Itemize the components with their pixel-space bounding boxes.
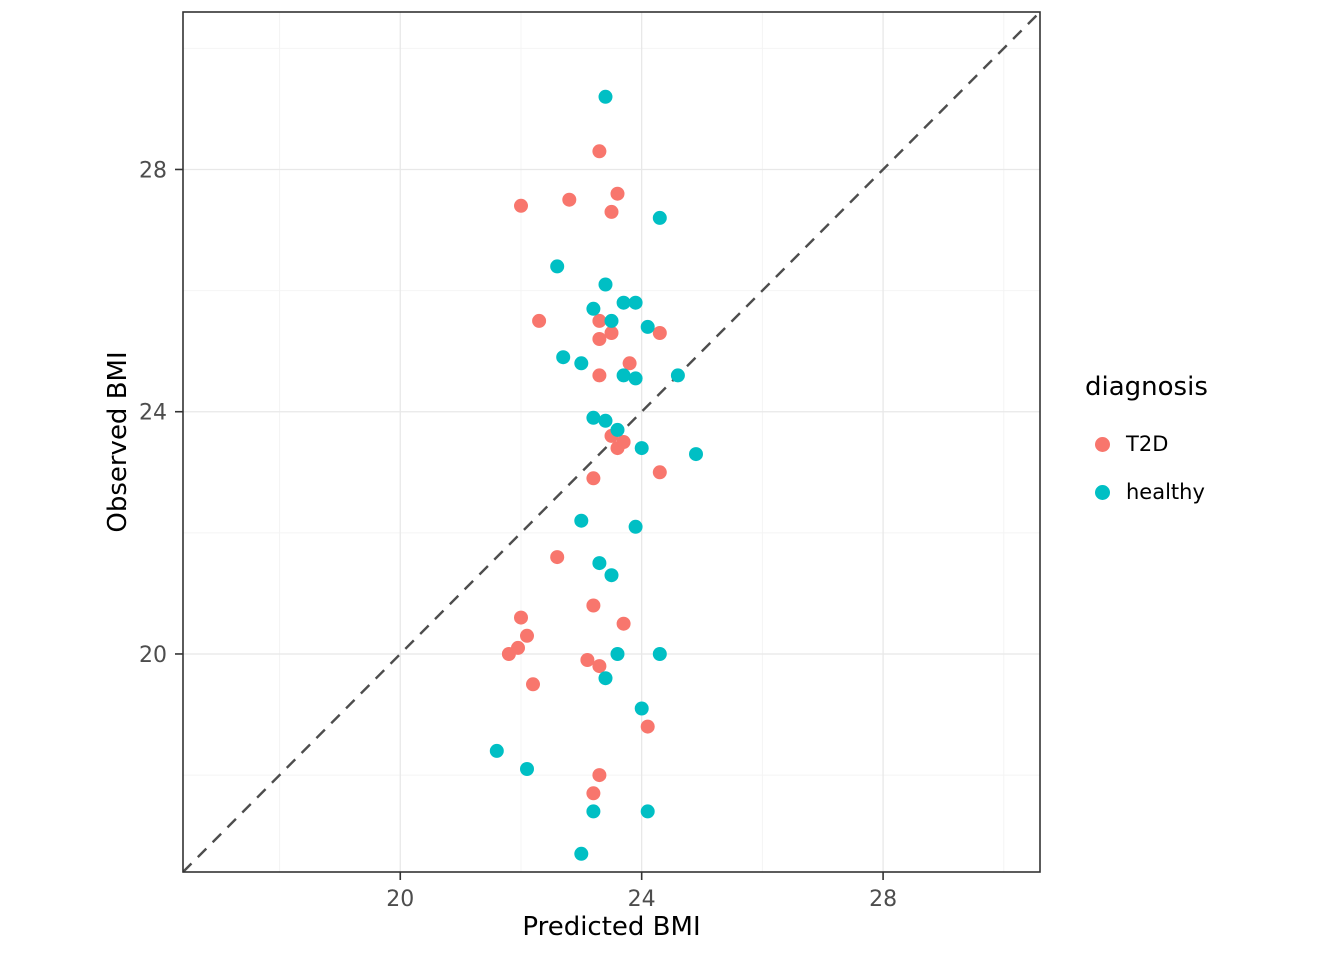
point-T2D xyxy=(592,659,607,674)
y-tick-label: 24 xyxy=(139,401,167,426)
legend-item-healthy: healthy xyxy=(1085,468,1208,516)
point-T2D xyxy=(550,550,565,565)
point-T2D xyxy=(514,610,528,625)
point-T2D xyxy=(652,465,667,480)
point-healthy xyxy=(652,647,667,661)
x-tick-label: 28 xyxy=(869,887,897,912)
point-T2D xyxy=(592,332,607,346)
legend: diagnosis T2D healthy xyxy=(1085,372,1208,516)
point-T2D xyxy=(592,313,607,328)
point-healthy xyxy=(628,295,643,310)
point-T2D xyxy=(526,677,540,692)
point-T2D xyxy=(604,204,619,219)
point-healthy xyxy=(586,804,601,819)
point-healthy xyxy=(640,319,655,334)
point-healthy xyxy=(604,568,619,583)
legend-swatch-icon xyxy=(1095,484,1110,500)
point-healthy xyxy=(610,422,625,437)
point-healthy xyxy=(640,804,655,819)
point-T2D xyxy=(592,368,607,383)
x-axis-title: Predicted BMI xyxy=(522,912,701,942)
point-healthy xyxy=(586,301,601,316)
legend-items: T2D healthy xyxy=(1085,420,1208,516)
point-healthy xyxy=(489,743,504,758)
point-healthy xyxy=(628,519,643,534)
point-T2D xyxy=(652,326,667,340)
y-tick-label: 20 xyxy=(139,643,167,668)
point-T2D xyxy=(616,435,631,449)
y-axis-title: Observed BMI xyxy=(103,351,133,533)
point-healthy xyxy=(628,371,643,386)
point-healthy xyxy=(634,701,649,716)
point-T2D xyxy=(592,144,607,159)
point-healthy xyxy=(598,413,613,428)
point-T2D xyxy=(586,471,601,486)
point-healthy xyxy=(652,210,667,225)
point-healthy xyxy=(550,259,565,274)
point-healthy xyxy=(574,846,589,861)
point-T2D xyxy=(532,313,547,328)
point-healthy xyxy=(598,277,613,292)
point-T2D xyxy=(604,326,619,340)
point-healthy xyxy=(689,447,703,462)
point-healthy xyxy=(598,89,613,104)
point-T2D xyxy=(580,653,595,667)
point-T2D xyxy=(520,628,534,643)
point-healthy xyxy=(574,356,589,371)
point-healthy xyxy=(616,368,631,383)
y-tick-label: 28 xyxy=(139,158,167,183)
x-tick-label: 20 xyxy=(386,887,414,912)
point-T2D xyxy=(640,719,655,734)
point-T2D xyxy=(610,186,625,201)
legend-item-label: T2D xyxy=(1126,432,1169,456)
point-healthy xyxy=(592,556,607,571)
x-tick-label: 24 xyxy=(628,887,656,912)
point-T2D xyxy=(622,356,637,371)
identity-line xyxy=(182,11,1041,873)
point-T2D xyxy=(562,192,577,207)
point-T2D xyxy=(586,786,601,801)
point-healthy xyxy=(604,313,619,328)
point-healthy xyxy=(610,647,625,661)
legend-swatch-icon xyxy=(1095,436,1110,452)
point-T2D xyxy=(616,616,631,631)
point-healthy xyxy=(634,441,649,456)
legend-title: diagnosis xyxy=(1085,372,1208,402)
point-T2D xyxy=(501,647,516,661)
point-T2D xyxy=(592,768,607,783)
point-healthy xyxy=(598,671,613,686)
point-healthy xyxy=(520,762,534,776)
point-healthy xyxy=(586,410,601,425)
point-healthy xyxy=(616,295,631,310)
point-healthy xyxy=(556,350,571,365)
point-healthy xyxy=(670,368,685,383)
point-T2D xyxy=(586,598,601,613)
point-T2D xyxy=(514,198,528,213)
legend-item-t2d: T2D xyxy=(1085,420,1208,468)
panel-border xyxy=(182,11,1041,873)
legend-item-label: healthy xyxy=(1126,480,1205,504)
point-healthy xyxy=(574,513,589,528)
